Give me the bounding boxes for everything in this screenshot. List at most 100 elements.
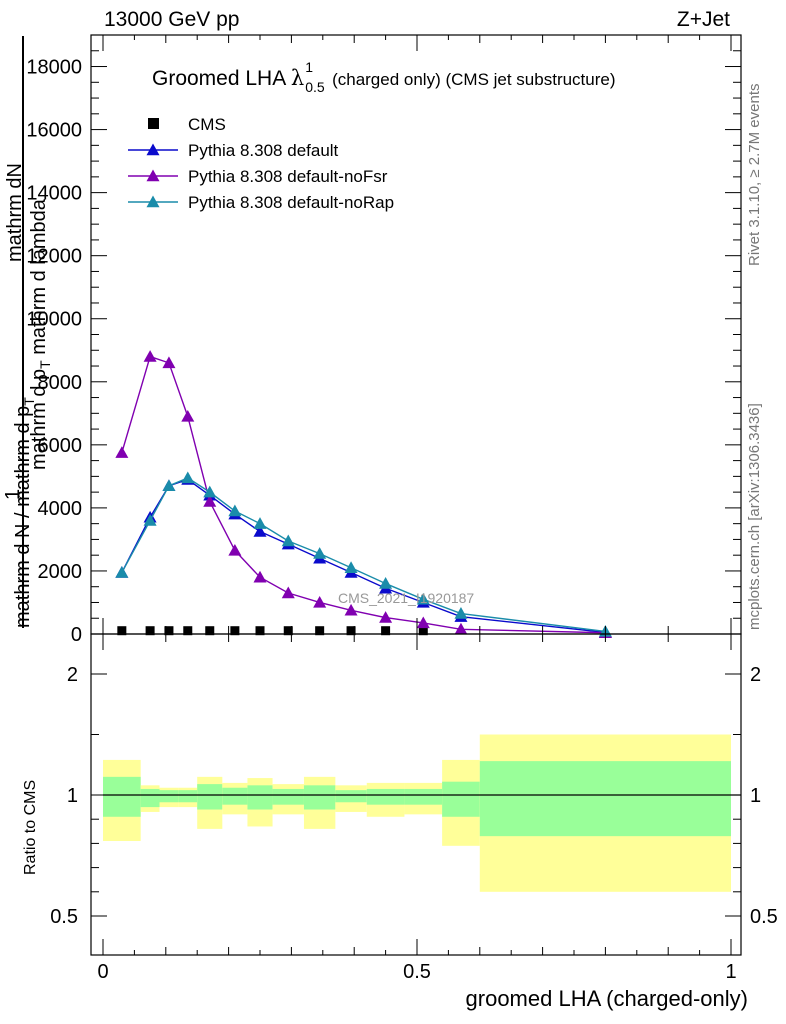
y-tick-label: 4000 [38,498,83,520]
legend-marker-cms [148,118,159,129]
series-point-noFsr [313,595,327,608]
series-point-noRap [253,517,267,529]
chart-title-main: Groomed LHA [152,67,286,90]
ratio-band-inner [303,785,336,810]
series-point-noRap [203,485,217,498]
ratio-band-inner [479,761,731,837]
chart-title-sub: 0.5 [305,79,325,95]
y-label-inner-den-rest: mathrm d lambda [28,199,50,361]
legend-marker-noFsr [146,169,160,182]
legend-label-noRap: Pythia 8.308 default-noRap [188,193,394,212]
series-point-default [253,525,267,537]
series-point-noFsr [416,616,430,629]
ratio-y-axis-label: Ratio to CMS [22,779,39,875]
series-line-noRap [121,477,606,633]
ratio-y-tick-label: 1 [67,785,78,807]
ratio-band-inner [159,790,179,803]
y-label-outer-num: 1 [2,488,24,500]
series-point-noRap [143,514,157,526]
x-tick-label: 0 [97,961,108,983]
series-point-noRap [162,479,176,492]
cms-point [283,626,293,636]
chart-title-rest: (charged only) (CMS jet substructure) [332,70,616,89]
chart-title-symbol: λ [290,66,305,90]
series-point-noFsr [228,543,242,556]
y-axis-label-inner-num: mathrm dN [4,163,27,262]
cms-point [315,626,325,636]
analysis-watermark: CMS_2021_I1920187 [338,590,475,606]
chart-title-sup: 1 [305,59,314,75]
ratio-band-inner [197,784,223,810]
legend-marker-default [146,143,160,156]
series-point-noRap [181,471,195,484]
ratio-band-inner [404,788,443,805]
y-tick-label: 12000 [26,246,82,268]
legend-label-default: Pythia 8.308 default [188,141,339,160]
cms-point [230,626,240,636]
legend-label-noFsr: Pythia 8.308 default-noFsr [188,167,388,186]
header-right-label: Z+Jet [676,8,730,31]
y-tick-label: 0 [71,624,82,646]
x-tick-label: 0.5 [403,961,431,983]
x-axis-label: groomed LHA (charged-only) [465,986,748,1011]
rivet-version-label: Rivet 3.1.10, ≥ 2.7M events [746,83,763,267]
y-tick-label: 16000 [26,120,82,142]
x-tick-label: 1 [725,961,736,983]
cms-point [205,626,215,636]
series-point-noFsr [281,586,295,599]
series-point-noRap [281,534,295,547]
series-point-noFsr [344,603,358,616]
series-point-noRap [454,607,468,619]
series-point-noFsr [181,409,195,422]
cms-point [255,626,265,636]
cms-point [164,626,174,636]
header-left-label: 13000 GeV pp [104,8,240,31]
ratio-band-inner [442,781,480,817]
ratio-band-inner [222,787,248,805]
ratio-y-tick-label: 2 [67,664,78,686]
series-point-noRap [228,504,242,517]
chart-title: Groomed LHA λ 1 0.5 (charged only) (CMS je… [152,59,616,95]
y-tick-label: 6000 [38,435,83,457]
series-point-noRap [416,592,430,605]
legend-label-cms: CMS [188,115,226,134]
cms-point [145,626,155,636]
series-point-noRap [344,561,358,573]
ratio-band-inner [272,788,304,805]
series-point-noFsr [162,356,176,369]
cms-point [381,626,391,636]
y-tick-label: 18000 [26,57,82,79]
series-point-noRap [313,547,327,559]
mcplots-label: mcplots.cern.ch [arXiv:1306.3436] [746,403,763,630]
series-point-noFsr [454,622,468,635]
cms-point [117,626,127,636]
y-label-inner-den-sub: T [37,360,53,369]
series-point-noFsr [203,495,217,507]
series-point-noFsr [253,570,267,583]
series-point-noFsr [379,611,393,623]
series-point-noRap [115,566,129,578]
cms-point [418,626,428,636]
ratio-band-inner [335,790,367,803]
ratio-y-tick-label-right: 2 [750,664,761,686]
y-tick-label: 14000 [26,183,82,205]
series-line-default [121,478,606,634]
ratio-band-inner [366,788,405,805]
y-tick-label: 8000 [38,372,83,394]
ratio-y-tick-label: 0.5 [50,906,78,928]
ratio-y-tick-label-right: 0.5 [750,906,778,928]
cms-point [346,626,356,636]
y-axis-label-inner-den: mathrm d pT mathrm d lambda [28,199,53,470]
y-axis-frac-line [22,36,24,628]
ratio-band-inner [103,776,141,817]
y-tick-label: 10000 [26,309,82,331]
ratio-band-inner [140,788,160,808]
ratio-band-inner [178,790,198,803]
cms-point [183,626,193,636]
y-tick-label: 2000 [38,561,83,583]
y-label-inner-den: mathrm d p [28,368,50,470]
legend-marker-noRap [146,195,160,208]
series-point-noFsr [143,350,157,362]
ratio-band-inner [247,785,273,810]
